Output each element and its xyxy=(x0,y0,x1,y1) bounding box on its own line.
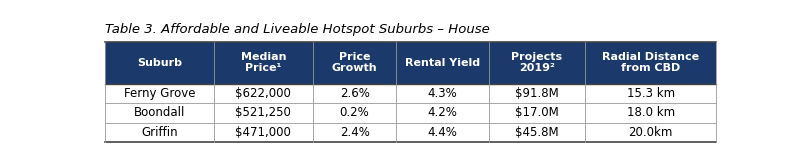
Text: 2.6%: 2.6% xyxy=(340,87,370,100)
Text: $521,250: $521,250 xyxy=(235,106,291,119)
Bar xyxy=(105,123,716,142)
Bar xyxy=(105,84,716,103)
Text: 18.0 km: 18.0 km xyxy=(626,106,674,119)
Text: 0.2%: 0.2% xyxy=(340,106,370,119)
Text: 4.4%: 4.4% xyxy=(428,126,458,139)
Text: $91.8M: $91.8M xyxy=(515,87,559,100)
Bar xyxy=(105,42,716,84)
Text: Price
Growth: Price Growth xyxy=(332,52,378,73)
Text: Rental Yield: Rental Yield xyxy=(405,58,480,68)
Text: 4.3%: 4.3% xyxy=(428,87,458,100)
Bar xyxy=(105,103,716,123)
Text: Boondall: Boondall xyxy=(134,106,185,119)
Text: Ferny Grove: Ferny Grove xyxy=(124,87,195,100)
Text: 15.3 km: 15.3 km xyxy=(626,87,674,100)
Text: Projects
2019²: Projects 2019² xyxy=(511,52,562,73)
Text: 4.2%: 4.2% xyxy=(428,106,458,119)
Text: Median
Price¹: Median Price¹ xyxy=(241,52,286,73)
Text: $45.8M: $45.8M xyxy=(515,126,559,139)
Text: Radial Distance
from CBD: Radial Distance from CBD xyxy=(602,52,699,73)
Text: $622,000: $622,000 xyxy=(235,87,291,100)
Text: Suburb: Suburb xyxy=(137,58,182,68)
Text: $17.0M: $17.0M xyxy=(515,106,559,119)
Text: 2.4%: 2.4% xyxy=(340,126,370,139)
Text: 20.0km: 20.0km xyxy=(629,126,673,139)
Text: $471,000: $471,000 xyxy=(235,126,291,139)
Text: Griffin: Griffin xyxy=(141,126,178,139)
Text: Table 3. Affordable and Liveable Hotspot Suburbs – House: Table 3. Affordable and Liveable Hotspot… xyxy=(105,23,490,36)
